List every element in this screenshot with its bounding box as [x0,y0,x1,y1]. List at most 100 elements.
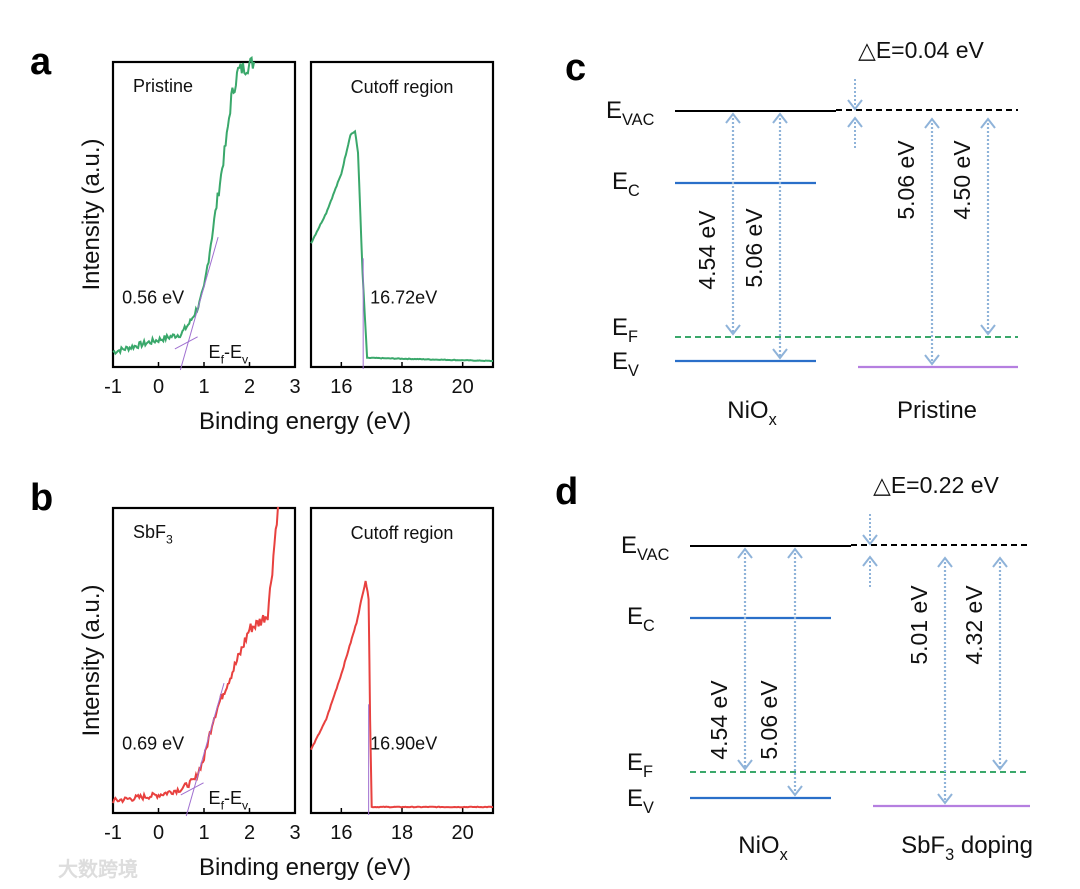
energy-arrow-3-head-up [937,556,953,568]
x-tick-label: 0 [153,376,164,398]
e-v-label: EV [627,785,654,817]
energy-value-label: 5.06 eV [893,140,919,220]
x-tick-label: 18 [391,822,413,844]
energy-arrow-1-head-up [725,112,741,124]
energy-arrow-1-head-down [737,759,753,771]
linear-fit-line [185,683,225,817]
left-material-label: NiOx [738,832,788,864]
x-tick-label: 20 [452,822,474,844]
energy-arrow-4-head-up [992,556,1008,568]
e-vac-label-subscript: VAC [622,111,655,129]
e-vac-label: EVAC [606,97,655,129]
energy-arrow-4-head-down [992,759,1008,771]
onset-value-label: 0.69 eV [122,734,184,754]
e-c-label-main: E [612,168,628,195]
e-v-label-subscript: V [643,799,654,817]
energy-value-label: 4.54 eV [694,210,720,290]
ef-ev-label-main: E [209,788,221,808]
left-material-label-main: NiO [727,397,768,424]
energy-arrow-3-head-down [937,793,953,805]
delta-arrow-up-head [862,555,878,567]
energy-arrow-3-head-up [924,117,940,129]
ef-ev-label: Ef-Ev [209,342,249,366]
energy-arrow-3-head-down [924,354,940,366]
ef-ev-label-subscript: f [221,798,225,812]
valence-plot-frame [111,506,297,815]
cutoff-value-label: 16.90eV [370,734,437,754]
e-vac-label-main: E [606,97,622,124]
ef-ev-label-subscript2: v [242,798,249,812]
left-material-label-subscript: x [769,411,777,429]
energy-value-label: 5.06 eV [741,208,767,288]
x-tick-label: -1 [104,822,122,844]
e-v-label-main: E [612,348,628,375]
cutoff-plot-frame [309,60,495,369]
cutoff-value-label: 16.72eV [370,288,437,308]
e-f-label-main: E [612,314,628,341]
x-tick-label: 2 [244,822,255,844]
onset-value-label: 0.56 eV [122,288,184,308]
delta-e-label: △E=0.22 eV [873,472,999,498]
x-tick-label: 2 [244,376,255,398]
energy-arrow-2-head-up [772,112,788,124]
e-f-label-main: E [627,749,643,776]
x-tick-label: 16 [330,822,352,844]
x-tick-label: 3 [289,822,300,844]
valence-spectrum-line [112,55,256,356]
energy-arrow-4-head-down [980,324,996,336]
x-tick-label: 0 [153,822,164,844]
x-tick-label: 3 [289,376,300,398]
e-vac-label-subscript: VAC [637,546,670,564]
x-tick-label: 18 [391,376,413,398]
e-f-label-subscript: F [628,328,638,346]
ef-ev-label-subscript: f [221,352,225,366]
e-v-label-subscript: V [628,362,639,380]
sample-label-main: SbF [133,522,166,542]
baseline-fit-line [174,336,198,350]
e-c-label: EC [612,168,640,200]
linear-fit-line [179,237,219,371]
energy-value-label: 5.06 eV [756,680,782,760]
delta-arrow-up-head [847,116,863,128]
right-material-label-main: Pristine [897,397,977,424]
left-material-label-main: NiO [738,832,779,859]
panel-letter-c: c [565,47,586,89]
energy-value-label: 5.01 eV [906,585,932,665]
energy-arrow-2-head-down [787,785,803,797]
x-tick-label: 16 [330,376,352,398]
energy-value-label: 4.54 eV [706,680,732,760]
x-tick-label: -1 [104,376,122,398]
x-tick-label: 1 [198,822,209,844]
baseline-fit-line [180,782,204,796]
energy-value-label: 4.50 eV [949,140,975,220]
delta-e-label: △E=0.04 eV [858,37,984,63]
ef-ev-label-mid: -E [224,342,242,362]
energy-arrow-2-head-down [772,348,788,360]
left-material-label: NiOx [727,397,777,429]
right-material-label-tail: doping [954,832,1033,859]
y-axis-label: Intensity (a.u.) [78,138,105,290]
valence-spectrum-line [112,506,280,804]
e-v-label-main: E [627,785,643,812]
e-f-label: EF [627,749,653,781]
right-material-label-subscript: 3 [945,846,954,864]
cutoff-spectrum-line [310,129,494,363]
ef-ev-label-subscript2: v [242,352,249,366]
sample-label-subscript: 3 [166,532,173,546]
cutoff-region-title: Cutoff region [351,523,454,543]
e-c-label-main: E [627,603,643,630]
e-vac-label: EVAC [621,532,670,564]
valence-plot-frame [111,60,297,369]
energy-arrow-2-head-up [787,547,803,559]
energy-arrow-1-head-up [737,547,753,559]
watermark: 大数跨境 [58,857,138,881]
ef-ev-label-main: E [209,342,221,362]
e-vac-label-main: E [621,532,637,559]
x-axis-label: Binding energy (eV) [199,408,411,435]
sample-label: Pristine [133,76,193,96]
e-c-label: EC [627,603,655,635]
energy-value-label: 4.32 eV [961,585,987,665]
right-material-label-main: SbF [901,832,945,859]
right-material-label: Pristine [897,397,977,424]
